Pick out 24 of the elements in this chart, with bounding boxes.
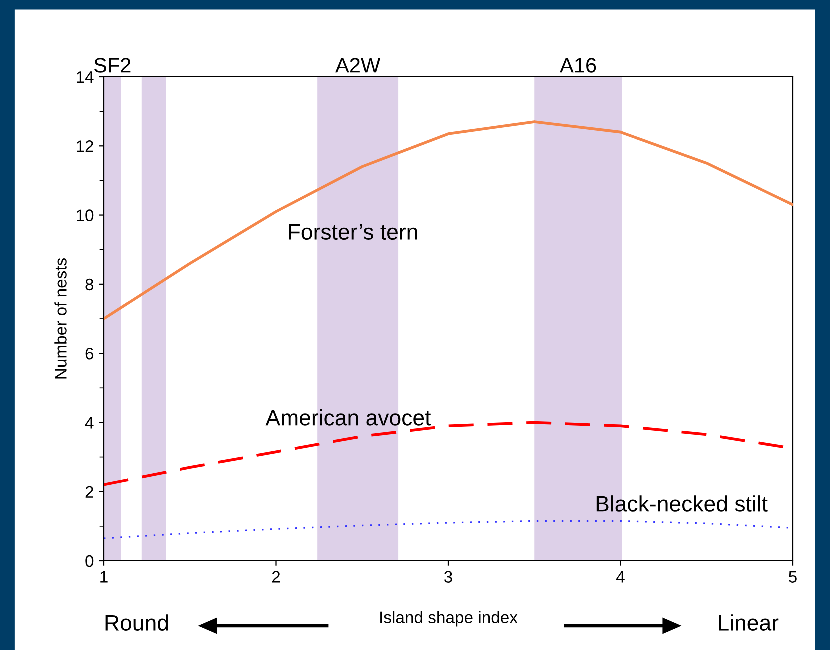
x-tick-label: 5 (789, 571, 797, 583)
x-tick-label: 3 (444, 571, 452, 583)
x-axis-title: Island shape index (380, 611, 518, 627)
y-tick-label: 8 (86, 278, 94, 291)
y-tick-label: 4 (85, 417, 94, 429)
y-tick-label: 6 (86, 348, 94, 360)
series-label: Forster’s tern (289, 224, 418, 240)
y-tick-label: 0 (86, 555, 94, 568)
band-label: A2W (336, 58, 381, 73)
y-tick-label: 2 (86, 486, 94, 498)
y-tick-label: 12 (77, 140, 94, 152)
band-label: A16 (560, 58, 596, 73)
series-label: American avocet (266, 410, 432, 426)
x-tick-label: 4 (616, 571, 625, 583)
y-tick-label: 14 (77, 72, 94, 84)
text: Round (106, 614, 168, 631)
x-tick-label: 1 (100, 571, 108, 583)
x-tick-label: 2 (272, 571, 280, 583)
y-axis-title: Number of nests (54, 258, 67, 379)
band-label: SF2 (94, 58, 131, 73)
text: Linear (719, 614, 779, 631)
line-series (104, 120, 793, 320)
y-tick-label: 10 (77, 210, 94, 222)
series-label: Black-necked stilt (596, 496, 768, 512)
